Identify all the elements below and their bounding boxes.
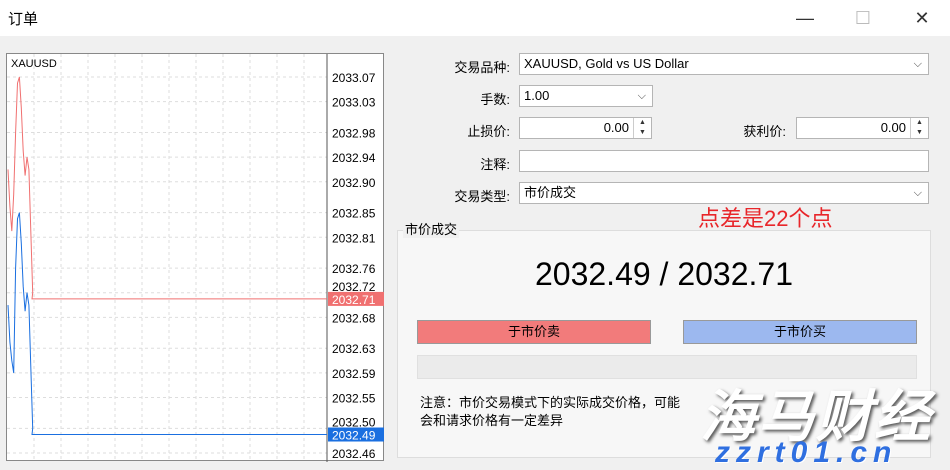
y-tick-label: 2032.85: [332, 207, 376, 221]
chevron-down-icon: ⌵: [913, 58, 922, 70]
y-tick-label: 2033.07: [332, 71, 376, 85]
y-tick-label: 2032.55: [332, 392, 376, 406]
minimize-icon[interactable]: —: [796, 8, 814, 28]
sl-stepper[interactable]: ▲ ▼: [633, 118, 651, 138]
y-tick-label: 2032.81: [332, 231, 376, 245]
symbol-label: 交易品种:: [454, 60, 510, 75]
close-icon[interactable]: ✕: [914, 8, 930, 28]
sell-market-button[interactable]: 于市价卖: [417, 320, 651, 344]
buy-market-button[interactable]: 于市价买: [683, 320, 917, 344]
y-tick-label: 2032.76: [332, 262, 376, 276]
y-tick-label: 2032.90: [332, 176, 376, 190]
y-tick-label: 2032.72: [332, 280, 376, 294]
market-note: 注意：市价交易模式下的实际成交价格，可能会和请求价格有一定差异: [420, 395, 681, 428]
bid-price-tag: [328, 427, 384, 442]
status-bar: [417, 355, 917, 379]
comment-label: 注释:: [480, 157, 510, 172]
sl-input[interactable]: 0.00 ▲ ▼: [519, 117, 652, 139]
y-tick-label: 2032.94: [332, 151, 376, 165]
tp-input[interactable]: 0.00 ▲ ▼: [796, 117, 929, 139]
tp-label: 获利价:: [743, 124, 786, 139]
y-tick-label: 2032.98: [332, 126, 376, 140]
chevron-down-icon: ⌵: [913, 187, 922, 199]
y-tick-label: 2032.59: [332, 367, 376, 381]
series-line-ask: [7, 76, 327, 300]
ask-price-tag: [328, 291, 384, 306]
ask-price-label: 2032.71: [332, 293, 376, 307]
price-chart: 2033.07 2033.03 2032.98 2032.94 2032.90 2032.…: [6, 53, 384, 462]
watermark-logo: 海马财经: [700, 385, 932, 448]
series-line-bid: [7, 212, 327, 436]
quote-display: 2032.49 / 2032.71: [534, 256, 793, 292]
chevron-down-icon: ⌵: [637, 90, 646, 102]
bid-price-label: 2032.49: [332, 429, 376, 443]
sl-label: 止损价:: [467, 124, 510, 139]
market-group: [397, 230, 931, 458]
y-tick-label: 2032.46: [332, 447, 376, 461]
volume-value: 1.00: [524, 88, 550, 103]
maximize-icon[interactable]: ☐: [854, 8, 872, 28]
group-title: 市价成交: [403, 219, 460, 238]
window-title: 订单: [8, 11, 39, 28]
sl-value: 0.00: [603, 120, 629, 135]
type-value: 市价成交: [524, 185, 577, 200]
type-select[interactable]: 市价成交 ⌵: [519, 182, 929, 204]
volume-label: 手数:: [480, 92, 510, 107]
title-bar: 订单 — ☐ ✕: [0, 0, 950, 36]
y-tick-label: 2032.63: [332, 342, 376, 356]
type-label: 交易类型:: [454, 189, 510, 204]
y-tick-label: 2032.50: [332, 416, 376, 430]
volume-select[interactable]: 1.00 ⌵: [519, 85, 653, 107]
chart-symbol: XAUUSD: [11, 58, 57, 70]
tp-value: 0.00: [880, 120, 906, 135]
comment-input[interactable]: [519, 150, 929, 172]
spread-annotation: 点差是22个点: [698, 206, 833, 231]
symbol-value: XAUUSD, Gold vs US Dollar: [524, 56, 689, 71]
y-tick-label: 2032.68: [332, 311, 376, 325]
symbol-select[interactable]: XAUUSD, Gold vs US Dollar ⌵: [519, 53, 929, 75]
tp-stepper[interactable]: ▲ ▼: [910, 118, 928, 138]
watermark-url: zzrt01.cn: [715, 436, 898, 469]
y-tick-label: 2033.03: [332, 96, 376, 110]
